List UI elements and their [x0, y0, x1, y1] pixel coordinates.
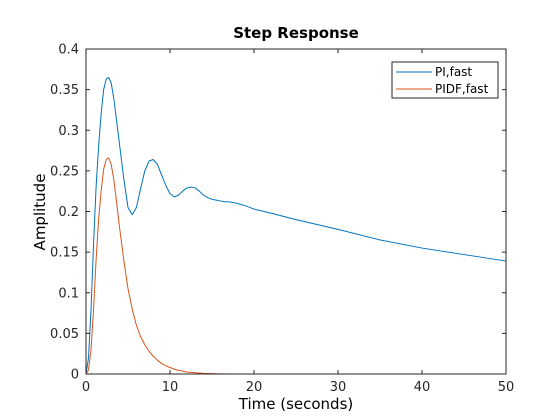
ticks-layer: 0 10 20 30 40 50 0 0.05 0.1 0.15 0.2 0.25 0.3 0.35 0.4: [50, 43, 514, 396]
series-line-pi-fast: [85, 76, 507, 375]
y-tick-label: 0: [71, 368, 79, 383]
x-tick-label: 10: [162, 380, 179, 395]
legend: PI,fast PIDF,fast: [391, 61, 499, 99]
y-tick-label: 0.35: [50, 83, 79, 98]
legend-box: [391, 61, 499, 99]
x-axis-label: Time (seconds): [238, 395, 354, 413]
x-tick-label: 50: [498, 380, 515, 395]
y-tick-label: 0.25: [50, 164, 79, 179]
y-tick-label: 0.05: [50, 327, 79, 342]
x-tick-label: 40: [414, 380, 431, 395]
x-tick-label: 30: [330, 380, 347, 395]
x-tick-label: 20: [246, 380, 263, 395]
legend-label-pidf-fast: PIDF,fast: [435, 82, 489, 96]
y-tick-label: 0.15: [50, 246, 79, 261]
y-tick-label: 0.1: [58, 286, 79, 301]
y-axis-label: Amplitude: [31, 174, 49, 251]
y-tick-label: 0.3: [58, 124, 79, 139]
x-tick-label: 0: [82, 380, 90, 395]
legend-label-pi-fast: PI,fast: [435, 65, 472, 79]
plot-area: [86, 49, 506, 374]
y-tick-label: 0.2: [58, 205, 79, 220]
chart-title: Step Response: [233, 24, 359, 42]
y-tick-label: 0.4: [58, 43, 79, 58]
